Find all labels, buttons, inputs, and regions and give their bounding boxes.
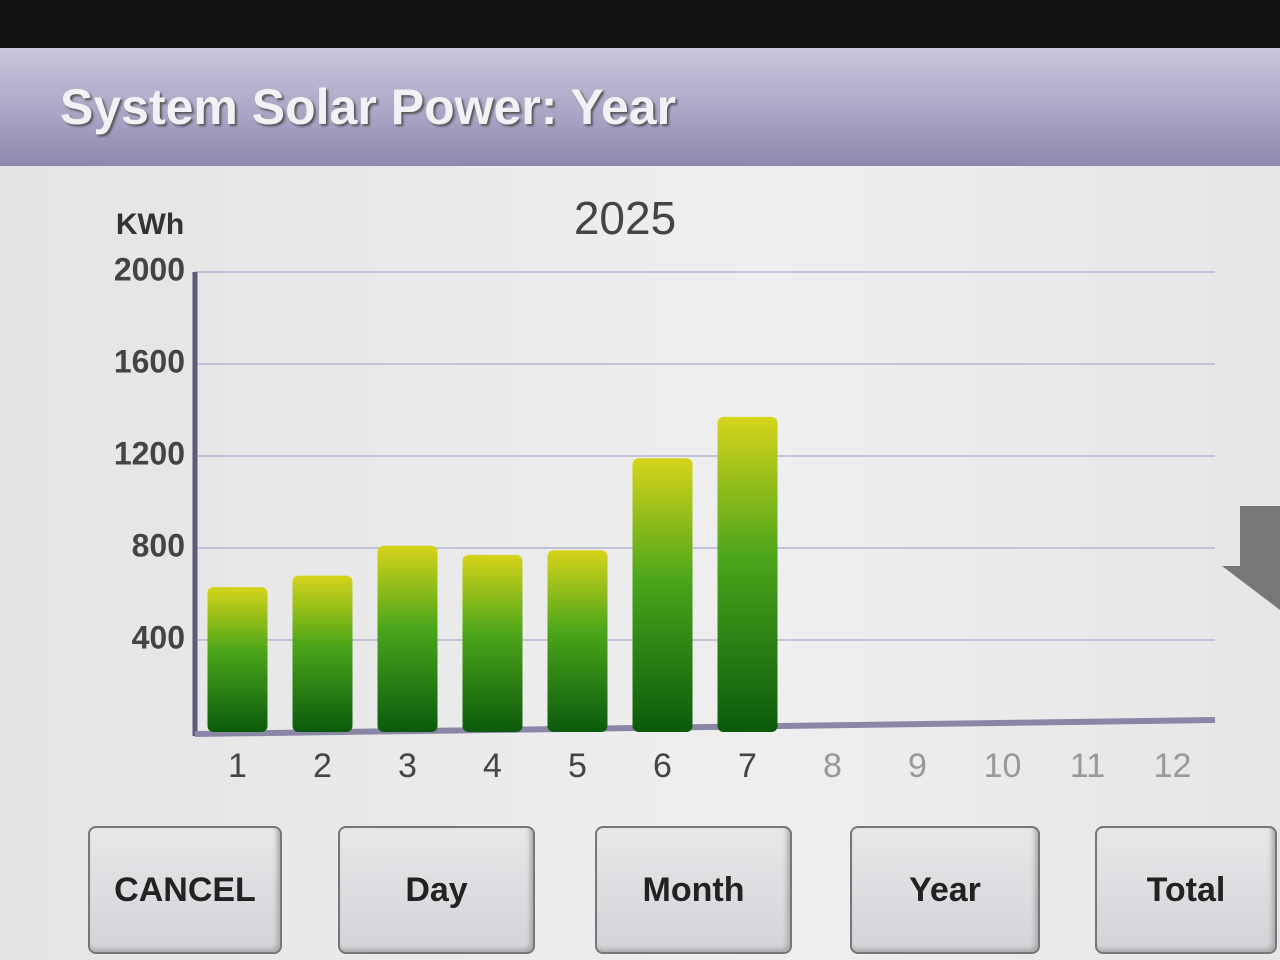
x-tick-label: 10 bbox=[984, 747, 1022, 785]
button[interactable]: Year bbox=[850, 826, 1040, 954]
x-tick-label: 7 bbox=[738, 747, 757, 785]
bar bbox=[292, 575, 353, 732]
bar bbox=[547, 550, 608, 732]
bar bbox=[377, 545, 438, 732]
bar bbox=[462, 554, 523, 732]
bar bbox=[632, 458, 693, 732]
y-tick-label: 1600 bbox=[114, 343, 185, 379]
scroll-down-arrow[interactable] bbox=[1222, 506, 1280, 610]
x-tick-label: 1 bbox=[228, 747, 247, 785]
button[interactable]: CANCEL bbox=[88, 826, 282, 954]
x-tick-label: 6 bbox=[653, 747, 672, 785]
y-tick-label: 1200 bbox=[114, 435, 185, 471]
x-tick-label: 3 bbox=[398, 747, 417, 785]
button[interactable]: Month bbox=[595, 826, 792, 954]
x-tick-label: 8 bbox=[823, 747, 842, 785]
y-tick-label: 2000 bbox=[114, 251, 185, 287]
button[interactable]: Total bbox=[1095, 826, 1277, 954]
x-tick-label: 5 bbox=[568, 747, 587, 785]
x-tick-label: 11 bbox=[1070, 747, 1105, 785]
y-tick-label: 400 bbox=[132, 619, 185, 655]
y-tick-label: 800 bbox=[132, 527, 185, 563]
bar bbox=[207, 587, 268, 732]
x-tick-label: 9 bbox=[908, 747, 927, 785]
x-tick-label: 12 bbox=[1154, 747, 1192, 785]
x-axis bbox=[194, 717, 1216, 737]
header-title: System Solar Power: Year bbox=[60, 79, 677, 135]
y-axis-label: KWh bbox=[116, 208, 184, 241]
bar bbox=[717, 416, 778, 732]
x-tick-label: 2 bbox=[313, 747, 332, 785]
chart-title: 2025 bbox=[574, 192, 676, 244]
button[interactable]: Day bbox=[338, 826, 535, 954]
x-tick-label: 4 bbox=[483, 747, 502, 785]
header-bar: System Solar Power: Year bbox=[0, 48, 1280, 166]
